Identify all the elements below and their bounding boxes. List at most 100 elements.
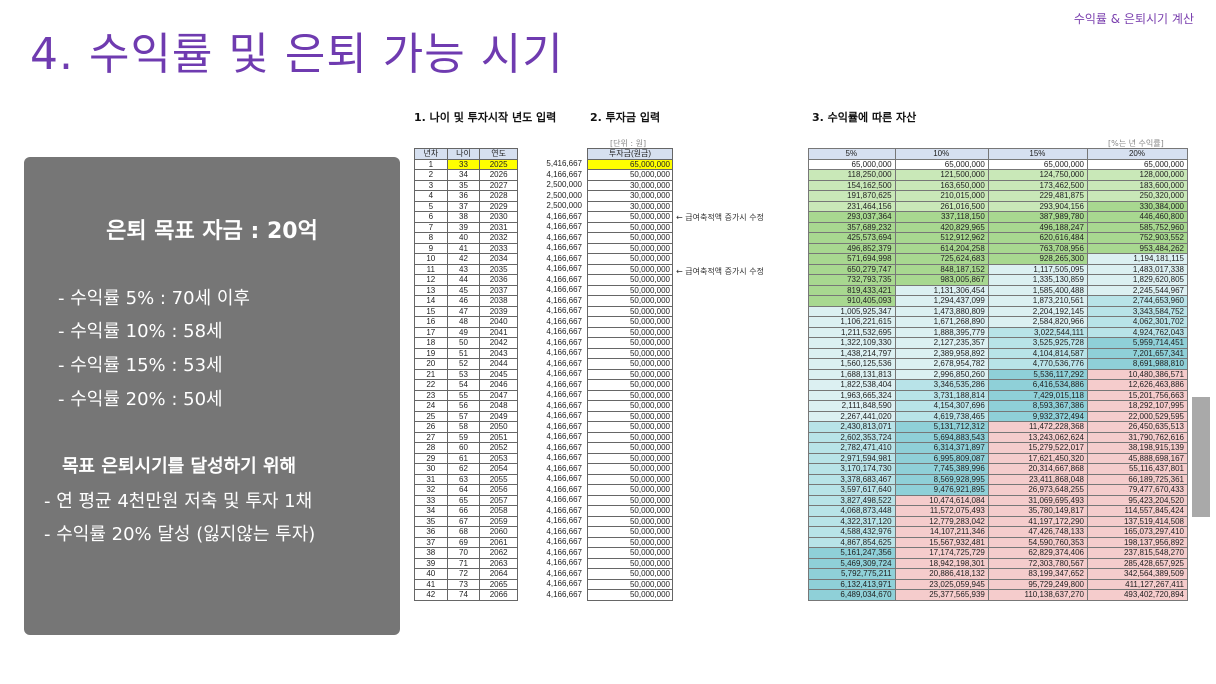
table-row: 4,166,667 — [522, 390, 588, 401]
year-cell: 2036 — [479, 274, 518, 286]
year-cell: 2056 — [479, 484, 518, 496]
year-no-cell: 3 — [414, 179, 448, 191]
table-row: 5,416,667 — [522, 159, 588, 170]
year-no-cell: 37 — [414, 536, 448, 548]
table-row: 4,166,667 — [522, 348, 588, 359]
table-row: 4,166,667 — [522, 463, 588, 474]
table-row: 50,000,000 — [587, 473, 673, 485]
table-row: 4,166,667 — [522, 295, 588, 306]
monthly-cell: 4,166,667 — [546, 264, 582, 274]
asset-cell: 293,904,156 — [987, 200, 1088, 212]
table-row: 26 58 2050 — [414, 421, 518, 433]
asset-cell: 1,005,925,347 — [808, 305, 896, 317]
asset-cell: 95,729,249,800 — [987, 578, 1088, 590]
year-cell: 2045 — [479, 368, 518, 380]
asset-cell: 2,204,192,145 — [987, 305, 1088, 317]
rate-5-text: - 수익률 5% : 70세 이후 — [58, 288, 250, 309]
age-cell: 40 — [446, 232, 481, 244]
monthly-cell: 4,166,667 — [546, 547, 582, 557]
invest-cell: 50,000,000 — [587, 578, 673, 590]
monthly-cell: 4,166,667 — [546, 316, 582, 326]
year-cell: 2052 — [479, 442, 518, 454]
year-no-cell: 33 — [414, 494, 448, 506]
age-cell: 47 — [446, 305, 481, 317]
scrollbar-thumb[interactable] — [1192, 397, 1210, 517]
table-row: 118,250,000 121,500,000 124,750,000 128,000… — [808, 169, 1189, 181]
year-cell: 2039 — [479, 305, 518, 317]
monthly-cell: 4,166,667 — [546, 442, 582, 452]
rate-15-text: - 수익률 15% : 53세 — [58, 355, 223, 376]
table-row: 27 59 2051 — [414, 431, 518, 443]
asset-cell: 114,557,845,424 — [1086, 505, 1189, 517]
table-row: 357,689,232 420,829,965 496,188,247 585,752… — [808, 221, 1189, 233]
asset-cell: 20,886,418,132 — [894, 568, 989, 580]
asset-cell: 1,560,125,536 — [808, 358, 896, 370]
year-cell: 2064 — [479, 568, 518, 580]
year-no-cell: 31 — [414, 473, 448, 485]
year-no-cell: 25 — [414, 410, 448, 422]
table-row: 4,166,667 — [522, 474, 588, 485]
asset-cell: 79,477,670,433 — [1086, 484, 1189, 496]
asset-cell: 65,000,000 — [1086, 158, 1189, 170]
year-no-cell: 8 — [414, 232, 448, 244]
invest-cell: 50,000,000 — [587, 284, 673, 296]
year-no-cell: 12 — [414, 274, 448, 286]
age-cell: 54 — [446, 379, 481, 391]
asset-cell: 819,433,421 — [808, 284, 896, 296]
asset-cell: 293,037,364 — [808, 211, 896, 223]
table-row: 8 40 2032 — [414, 232, 518, 244]
invest-cell: 50,000,000 — [587, 484, 673, 496]
col-header-rate: 5% — [808, 148, 896, 160]
asset-cell: 10,480,386,571 — [1086, 368, 1189, 380]
asset-cell: 250,320,000 — [1086, 190, 1189, 202]
table-row: 3,827,498,522 10,474,614,084 31,069,695,49… — [808, 494, 1189, 506]
age-cell: 73 — [446, 578, 481, 590]
table-row: 15 47 2039 — [414, 305, 518, 317]
table-row: 2,267,441,020 4,619,738,465 9,932,372,494 2… — [808, 410, 1189, 422]
year-no-cell: 14 — [414, 295, 448, 307]
invest-cell: 50,000,000 — [587, 316, 673, 328]
rate-20-text: - 수익률 20% : 50세 — [58, 389, 223, 410]
table-row: 191,870,625 210,015,000 229,481,875 250,320… — [808, 190, 1189, 202]
table-row: 50,000,000 — [587, 536, 673, 548]
table-row: 50,000,000 — [587, 568, 673, 580]
age-cell: 43 — [446, 263, 481, 275]
age-cell: 67 — [446, 515, 481, 527]
asset-cell: 1,963,665,324 — [808, 389, 896, 401]
asset-cell: 2,782,471,410 — [808, 442, 896, 454]
asset-cell: 2,602,353,724 — [808, 431, 896, 443]
table-row: 4,166,667 — [522, 274, 588, 285]
table-row: 7 39 2031 — [414, 221, 518, 233]
table-row: 50,000,000 — [587, 253, 673, 265]
asset-cell: 1,322,109,330 — [808, 337, 896, 349]
asset-cell: 15,279,522,017 — [987, 442, 1088, 454]
asset-cell: 11,472,228,368 — [987, 421, 1088, 433]
asset-cell: 1,473,880,809 — [894, 305, 989, 317]
table-row: 29 61 2053 — [414, 452, 518, 464]
table-row: 24 56 2048 — [414, 400, 518, 412]
asset-cell: 9,932,372,494 — [987, 410, 1088, 422]
asset-cell: 2,245,544,967 — [1086, 284, 1189, 296]
table-row: 42 74 2066 — [414, 589, 518, 601]
invest-cell: 50,000,000 — [587, 452, 673, 464]
asset-cell: 387,989,780 — [987, 211, 1088, 223]
asset-cell: 928,265,300 — [987, 253, 1088, 265]
asset-cell: 7,429,015,118 — [987, 389, 1088, 401]
table-row: 16 48 2040 — [414, 316, 518, 328]
asset-cell: 66,189,725,361 — [1086, 473, 1189, 485]
age-cell: 35 — [446, 179, 481, 191]
year-no-cell: 40 — [414, 568, 448, 580]
monthly-cell: 4,166,667 — [546, 274, 582, 284]
year-cell: 2038 — [479, 295, 518, 307]
asset-cell: 1,294,437,099 — [894, 295, 989, 307]
year-no-cell: 35 — [414, 515, 448, 527]
asset-cell: 6,995,809,087 — [894, 452, 989, 464]
invest-cell: 50,000,000 — [587, 221, 673, 233]
table-row: 50,000,000 — [587, 442, 673, 454]
table-row: 50,000,000 — [587, 400, 673, 412]
invest-cell: 50,000,000 — [587, 494, 673, 506]
asset-cell: 1,117,505,095 — [987, 263, 1088, 275]
table-row: 4,322,317,120 12,779,283,042 41,197,172,29… — [808, 515, 1189, 527]
year-cell: 2047 — [479, 389, 518, 401]
asset-cell: 411,127,267,411 — [1086, 578, 1189, 590]
